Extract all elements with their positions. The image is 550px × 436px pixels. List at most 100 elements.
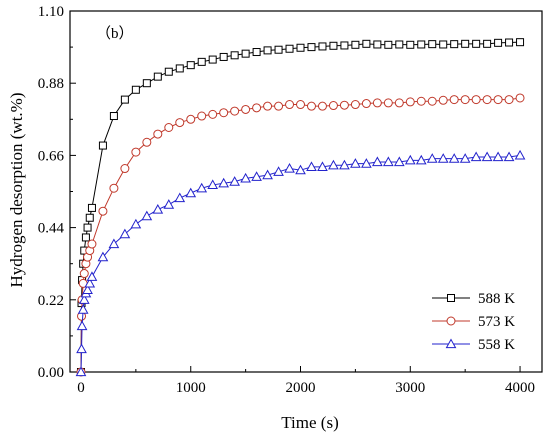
x-axis-title: Time (s) [281, 413, 338, 432]
data-point [339, 159, 350, 170]
data-point [119, 228, 131, 239]
data-point [427, 96, 437, 106]
data-point [449, 95, 459, 105]
data-point [328, 101, 338, 111]
data-point [494, 38, 503, 47]
data-point [85, 213, 94, 222]
x-tick-label: 1000 [176, 380, 206, 396]
data-point [98, 141, 107, 150]
data-point [98, 206, 108, 216]
data-point [120, 164, 130, 174]
data-point [76, 343, 87, 354]
data-point [448, 153, 460, 163]
data-point [296, 100, 306, 110]
data-point [86, 271, 98, 281]
data-point [77, 304, 89, 314]
data-point [415, 154, 427, 165]
data-point [174, 192, 186, 203]
data-point [339, 100, 349, 110]
x-tick-label: 0 [77, 380, 85, 396]
legend-label: 573 K [478, 314, 515, 330]
data-point [516, 38, 525, 47]
data-point [382, 156, 394, 167]
data-point [79, 269, 89, 279]
data-point [459, 153, 471, 163]
data-point [317, 101, 327, 111]
data-point [230, 51, 239, 60]
y-tick-label: 0.66 [38, 148, 65, 164]
data-point [438, 95, 448, 105]
legend: 588 K 573 K 558 K [432, 291, 515, 353]
data-point [371, 156, 383, 167]
x-tick-label: 4000 [505, 380, 535, 396]
series-square [76, 38, 525, 376]
data-point [274, 101, 284, 111]
data-point [285, 44, 294, 53]
data-point [350, 100, 360, 110]
data-point [141, 210, 153, 221]
data-point [404, 154, 416, 165]
data-point [175, 118, 185, 128]
data-point [218, 177, 230, 188]
data-point [262, 169, 273, 180]
data-point [461, 39, 470, 48]
data-point [328, 159, 339, 170]
data-point [197, 111, 207, 121]
data-point [87, 203, 96, 212]
data-point [87, 239, 97, 249]
data-point [285, 100, 295, 110]
data-point [481, 151, 493, 162]
y-tick-label: 0.44 [38, 221, 65, 237]
data-point [383, 98, 393, 108]
data-point [482, 95, 492, 105]
legend-label: 558 K [478, 337, 515, 353]
plot-frame [69, 10, 543, 373]
data-point [274, 45, 283, 54]
data-point [373, 40, 382, 49]
data-point [394, 98, 404, 108]
legend-marker [447, 294, 455, 302]
data-point [153, 129, 163, 139]
data-point [362, 39, 371, 48]
data-point [317, 161, 328, 171]
data-point [450, 40, 459, 49]
data-point [207, 179, 219, 190]
data-point [197, 57, 206, 66]
data-point [263, 101, 273, 111]
data-point [82, 284, 93, 295]
data-point [505, 38, 514, 47]
data-point [405, 97, 415, 107]
data-point [361, 158, 372, 168]
data-point [406, 40, 415, 49]
data-point [208, 109, 218, 119]
data-point [186, 114, 196, 124]
y-tick-label: 1.10 [38, 4, 64, 20]
data-point [229, 176, 241, 186]
data-point [120, 95, 129, 104]
data-point [503, 151, 515, 162]
data-point [483, 39, 492, 48]
data-point [208, 55, 217, 64]
legend-item: 573 K [432, 314, 515, 330]
data-point [252, 48, 261, 57]
data-point [470, 151, 482, 162]
data-point [153, 72, 162, 81]
data-point [416, 96, 426, 106]
data-point [295, 164, 306, 175]
data-point [460, 95, 470, 105]
data-point [240, 172, 251, 183]
data-point [361, 99, 371, 109]
data-point [372, 98, 382, 108]
data-point [296, 43, 305, 52]
series-line [80, 154, 521, 373]
data-point [196, 182, 208, 193]
legend-item: 588 K [432, 291, 515, 307]
y-tick-label: 0.00 [38, 365, 64, 381]
data-point [97, 251, 109, 262]
data-point [142, 79, 151, 88]
data-point [108, 238, 120, 249]
data-point [131, 147, 141, 157]
legend-label: 588 K [478, 291, 515, 307]
series-circle [76, 93, 525, 377]
